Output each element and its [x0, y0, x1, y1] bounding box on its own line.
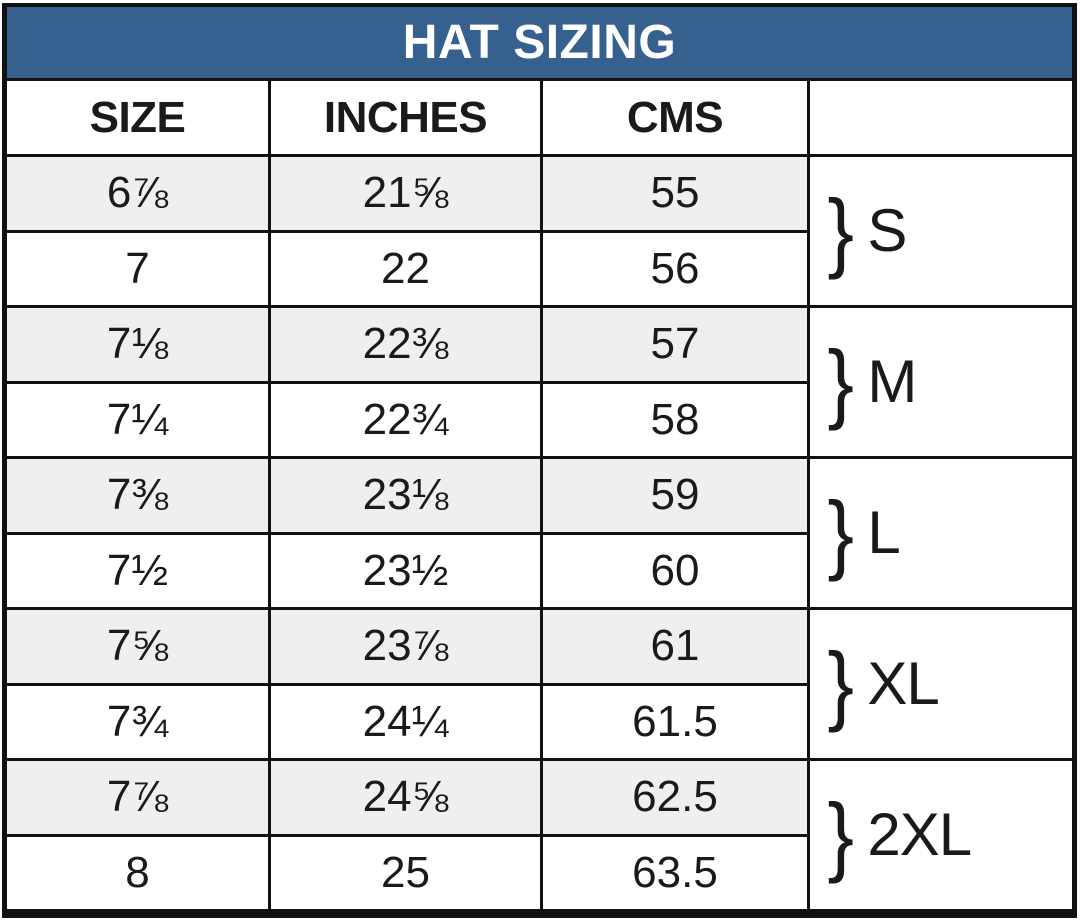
cell-size: 7⅝	[7, 610, 268, 683]
cell-inches: 25	[271, 836, 540, 909]
cell-size: 6⅞	[7, 157, 268, 230]
cell-inches: 22⅜	[271, 308, 540, 381]
cell-size: 7½	[7, 534, 268, 607]
cell-cms: 62.5	[543, 761, 807, 834]
size-group-l: } L	[810, 459, 1072, 607]
hat-sizing-table: HAT SIZING SIZE INCHES CMS 6⅞ 21⅝ 55 } S…	[2, 3, 1077, 918]
column-header-inches: INCHES	[271, 81, 540, 154]
group-label: M	[867, 348, 917, 415]
column-header-cms: CMS	[543, 81, 807, 154]
cell-inches: 21⅝	[271, 157, 540, 230]
size-group-s: } S	[810, 157, 1072, 305]
cell-cms: 60	[543, 534, 807, 607]
cell-size: 8	[7, 836, 268, 909]
cell-inches: 23⅞	[271, 610, 540, 683]
page-title: HAT SIZING	[7, 7, 1072, 78]
cell-cms: 61	[543, 610, 807, 683]
group-label: S	[867, 197, 907, 264]
group-brace-icon: }	[827, 483, 854, 582]
group-label: L	[867, 499, 900, 566]
cell-inches: 22¾	[271, 383, 540, 456]
cell-size: 7⅛	[7, 308, 268, 381]
size-group-m: } M	[810, 308, 1072, 456]
size-group-2xl: } 2XL	[810, 761, 1072, 909]
cell-inches: 23½	[271, 534, 540, 607]
cell-size: 7¼	[7, 383, 268, 456]
cell-inches: 23⅛	[271, 459, 540, 532]
cell-cms: 57	[543, 308, 807, 381]
cell-cms: 56	[543, 232, 807, 305]
cell-cms: 63.5	[543, 836, 807, 909]
cell-cms: 55	[543, 157, 807, 230]
cell-inches: 24⅝	[271, 761, 540, 834]
group-label: XL	[867, 650, 939, 717]
size-group-xl: } XL	[810, 610, 1072, 758]
column-header-size: SIZE	[7, 81, 268, 154]
cell-cms: 61.5	[543, 685, 807, 758]
cell-size: 7	[7, 232, 268, 305]
cell-inches: 24¼	[271, 685, 540, 758]
group-label: 2XL	[867, 801, 972, 868]
cell-size: 7⅞	[7, 761, 268, 834]
cell-size: 7⅜	[7, 459, 268, 532]
cell-cms: 58	[543, 383, 807, 456]
group-brace-icon: }	[827, 332, 854, 431]
cell-size: 7¾	[7, 685, 268, 758]
group-brace-icon: }	[827, 181, 854, 280]
cell-cms: 59	[543, 459, 807, 532]
column-header-group	[810, 81, 1072, 154]
group-brace-icon: }	[827, 634, 854, 733]
cell-inches: 22	[271, 232, 540, 305]
group-brace-icon: }	[827, 785, 854, 884]
